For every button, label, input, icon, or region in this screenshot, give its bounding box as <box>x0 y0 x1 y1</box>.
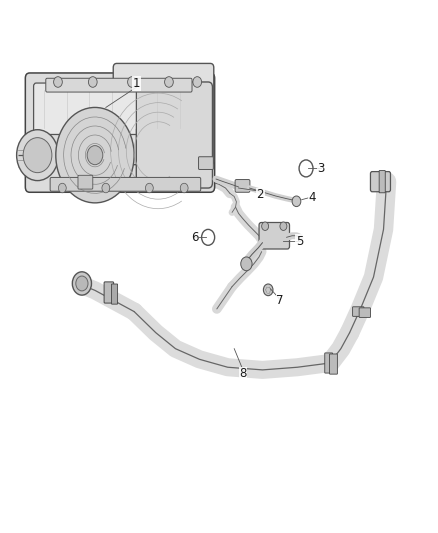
Circle shape <box>201 229 215 245</box>
Circle shape <box>145 183 153 193</box>
Circle shape <box>127 77 136 87</box>
FancyBboxPatch shape <box>259 222 290 249</box>
Circle shape <box>87 146 103 165</box>
Circle shape <box>56 108 134 203</box>
Circle shape <box>292 196 301 207</box>
Circle shape <box>76 276 88 291</box>
Circle shape <box>241 257 252 271</box>
Circle shape <box>88 77 97 87</box>
FancyBboxPatch shape <box>25 73 215 192</box>
Text: 4: 4 <box>309 191 316 204</box>
FancyBboxPatch shape <box>112 284 117 304</box>
Text: 1: 1 <box>133 77 140 90</box>
FancyBboxPatch shape <box>198 157 213 169</box>
FancyBboxPatch shape <box>379 171 385 193</box>
FancyBboxPatch shape <box>235 180 250 192</box>
FancyBboxPatch shape <box>46 78 192 92</box>
FancyBboxPatch shape <box>50 177 201 191</box>
Circle shape <box>261 222 268 230</box>
Circle shape <box>17 130 58 181</box>
Circle shape <box>263 284 273 296</box>
FancyBboxPatch shape <box>325 353 332 373</box>
FancyBboxPatch shape <box>329 354 337 374</box>
Circle shape <box>180 183 188 193</box>
Text: 6: 6 <box>191 231 199 244</box>
FancyBboxPatch shape <box>353 307 364 317</box>
Circle shape <box>102 183 110 193</box>
FancyBboxPatch shape <box>113 63 214 165</box>
FancyBboxPatch shape <box>104 282 114 303</box>
FancyBboxPatch shape <box>34 83 206 134</box>
Text: 2: 2 <box>257 189 264 201</box>
Circle shape <box>165 77 173 87</box>
Circle shape <box>280 222 287 230</box>
Text: 7: 7 <box>276 294 284 308</box>
Circle shape <box>53 77 62 87</box>
Circle shape <box>299 160 313 177</box>
Circle shape <box>72 272 92 295</box>
FancyBboxPatch shape <box>78 175 93 189</box>
FancyBboxPatch shape <box>371 172 391 192</box>
Circle shape <box>193 77 201 87</box>
Circle shape <box>58 183 66 193</box>
Text: 8: 8 <box>239 367 247 380</box>
Circle shape <box>23 138 52 173</box>
Text: 5: 5 <box>296 235 303 247</box>
Text: 3: 3 <box>318 162 325 175</box>
FancyBboxPatch shape <box>136 82 212 188</box>
FancyBboxPatch shape <box>359 308 371 317</box>
